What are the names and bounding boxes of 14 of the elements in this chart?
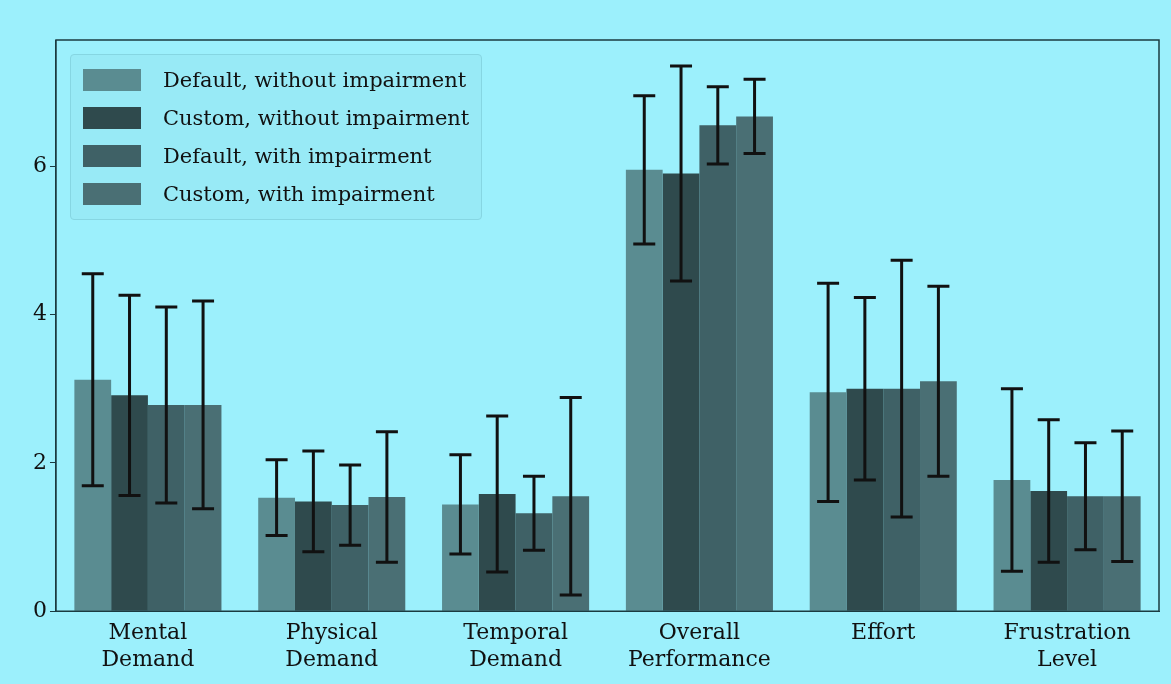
- y-tick-label: 4: [33, 300, 47, 326]
- x-tick-label: Mental Demand: [101, 619, 195, 671]
- x-tick-label: Frustration Level: [1003, 619, 1131, 671]
- y-tick-label: 0: [33, 596, 47, 622]
- legend-label: Default, without impairment: [162, 68, 467, 92]
- x-tick-label: Overall Performance: [628, 619, 771, 671]
- x-tick-label: Effort: [851, 619, 916, 645]
- legend-label: Default, with impairment: [162, 144, 432, 168]
- legend-label: Custom, without impairment: [162, 106, 470, 130]
- x-tick-label: Temporal Demand: [463, 619, 568, 671]
- y-tick-label: 6: [33, 151, 47, 177]
- y-tick-label: 2: [33, 448, 47, 474]
- legend-label: Custom, with impairment: [162, 182, 435, 206]
- x-tick-label: Physical Demand: [285, 619, 379, 671]
